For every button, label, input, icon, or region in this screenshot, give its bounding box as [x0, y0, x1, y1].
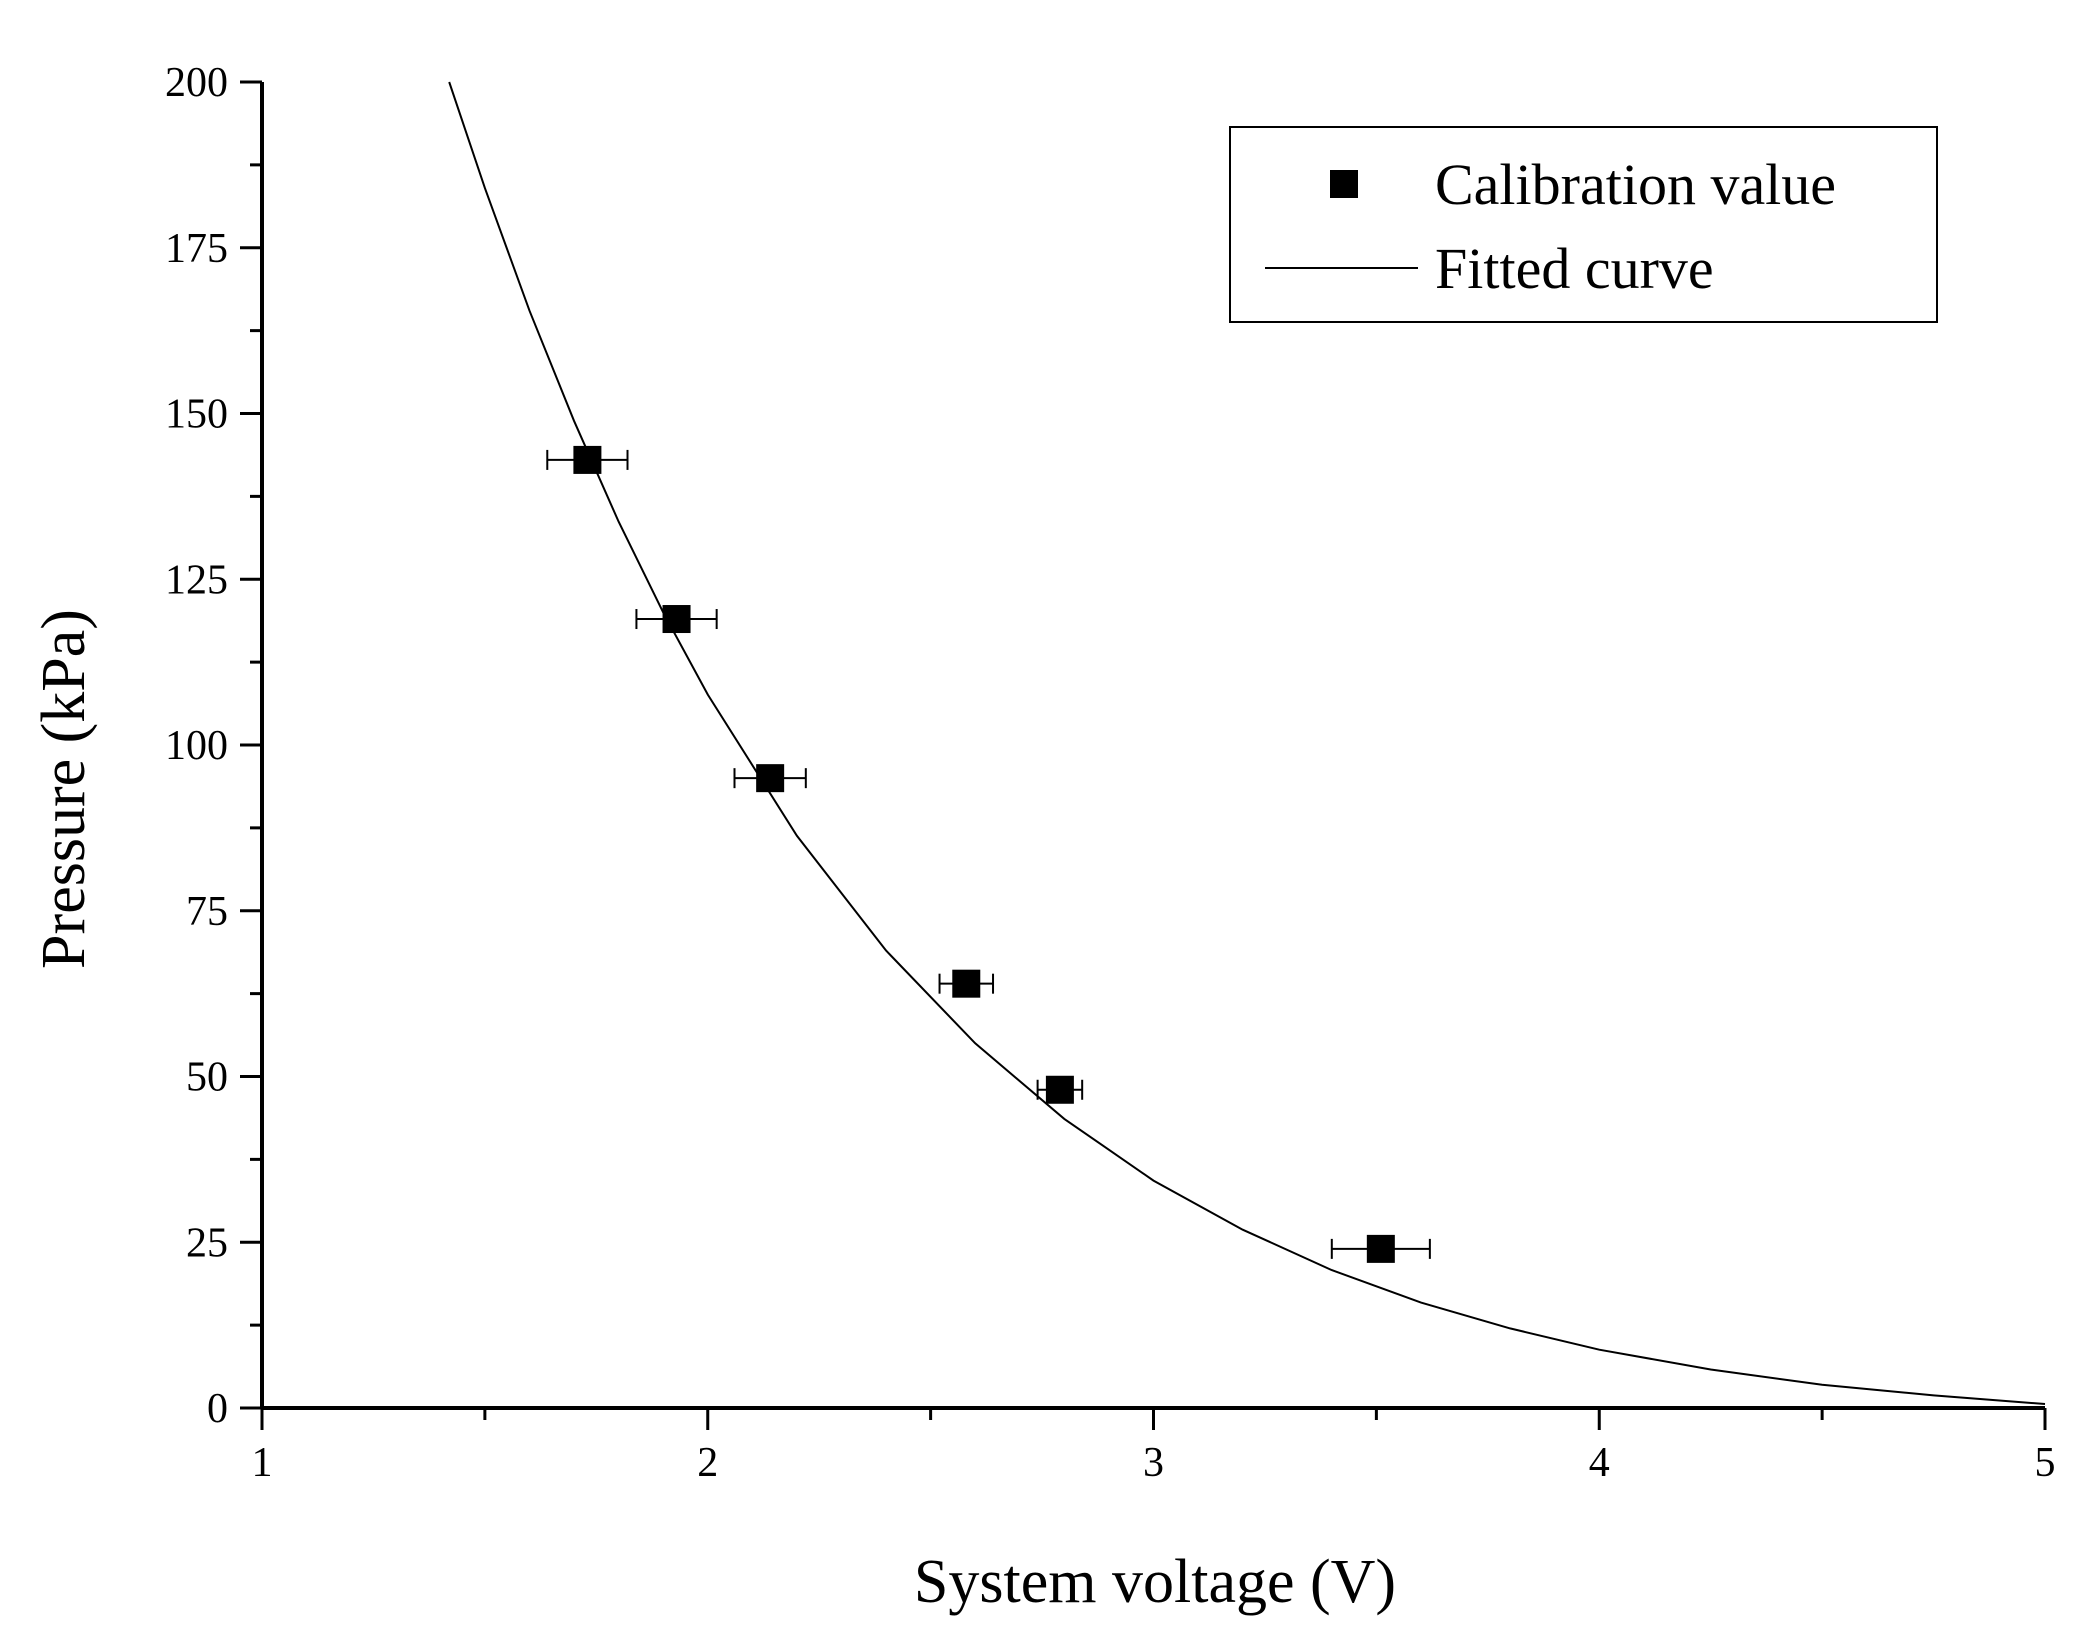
x-tick-label: 5 — [2035, 1440, 2056, 1486]
x-tick-label: 1 — [252, 1440, 273, 1486]
y-tick-label: 150 — [165, 392, 228, 438]
calibration-point — [662, 605, 691, 634]
y-tick-label: 50 — [186, 1055, 228, 1101]
calibration-point — [952, 969, 981, 998]
y-tick-label: 100 — [165, 723, 228, 769]
x-tick-label: 2 — [697, 1440, 718, 1486]
series — [448, 81, 2046, 1405]
legend-box — [1229, 126, 1938, 323]
y-tick-label: 200 — [165, 60, 228, 106]
y-tick-label: 175 — [165, 226, 228, 272]
x-tick-label: 4 — [1589, 1440, 1610, 1486]
y-tick-label: 25 — [186, 1220, 228, 1266]
y-axis-title: Pressure (kPa) — [30, 609, 98, 969]
y-tick-label: 0 — [207, 1386, 228, 1432]
y-tick-label: 75 — [186, 889, 228, 935]
legend: Calibration value Fitted curve — [1229, 126, 1938, 323]
x-axis-title: System voltage (V) — [914, 1548, 1396, 1616]
legend-label-fitted-curve: Fitted curve — [1435, 236, 1714, 301]
y-tick-label: 125 — [165, 557, 228, 603]
x-tick-label: 3 — [1143, 1440, 1164, 1486]
calibration-point — [1366, 1234, 1395, 1263]
calibration-point — [756, 764, 785, 793]
legend-label-calibration-value: Calibration value — [1435, 152, 1836, 217]
legend-marker-calibration-value — [1330, 170, 1358, 198]
calibration-point — [573, 445, 602, 474]
calibration-point — [1045, 1075, 1074, 1104]
